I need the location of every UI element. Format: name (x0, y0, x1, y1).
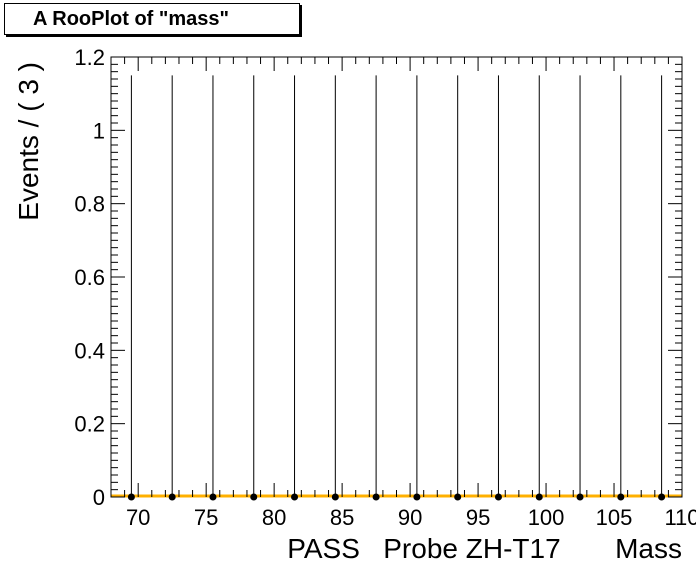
x-tick-label: 100 (528, 505, 565, 530)
x-tick-label: 105 (596, 505, 633, 530)
y-tick-label: 1.2 (74, 45, 105, 70)
x-tick-label: 110 (664, 505, 696, 530)
x-tick-label: 90 (398, 505, 422, 530)
x-tick-label: 75 (194, 505, 218, 530)
x-axis-title: PASS Probe ZH-T17 Mass (287, 533, 682, 564)
data-point (576, 493, 584, 501)
data-point (535, 493, 543, 501)
x-tick-label: 80 (262, 505, 286, 530)
data-point (127, 493, 135, 501)
data-point (413, 493, 421, 501)
data-point (372, 493, 380, 501)
data-point (168, 493, 176, 501)
data-point (291, 493, 299, 501)
data-point (209, 493, 217, 501)
data-point (454, 493, 462, 501)
y-axis-title: Events / ( 3 ) (13, 62, 44, 221)
y-tick-label: 0 (93, 485, 105, 510)
data-point (331, 493, 339, 501)
plot-title-box: A RooPlot of "mass" (4, 3, 300, 35)
x-tick-label: 95 (466, 505, 490, 530)
data-point (494, 493, 502, 501)
x-tick-label: 70 (126, 505, 150, 530)
plot-title: A RooPlot of "mass" (33, 8, 230, 30)
y-tick-label: 0.4 (74, 338, 105, 363)
y-tick-label: 0.2 (74, 412, 105, 437)
y-tick-label: 0.6 (74, 265, 105, 290)
x-tick-label: 85 (330, 505, 354, 530)
data-point (658, 493, 666, 501)
y-tick-label: 0.8 (74, 192, 105, 217)
plot-frame (110, 56, 683, 498)
data-point (617, 493, 625, 501)
y-tick-label: 1 (93, 118, 105, 143)
data-point (250, 493, 258, 501)
